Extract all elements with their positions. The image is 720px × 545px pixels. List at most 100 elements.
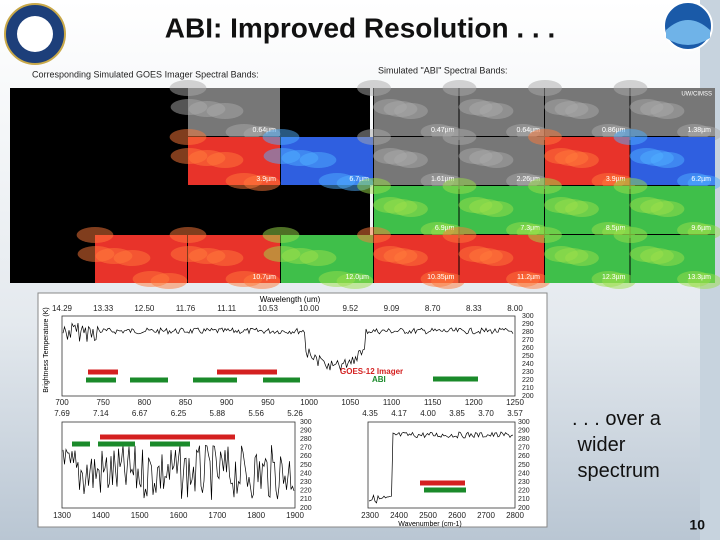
y-tick-label: 200: [518, 505, 530, 512]
band-label: 11.2µm: [517, 274, 540, 281]
y-tick-label: 210: [522, 385, 534, 392]
wavenumber-label: 1000: [300, 398, 318, 407]
band-label: 0.86µm: [602, 127, 626, 134]
y-tick-label: 280: [300, 436, 312, 443]
band-label: 1.38µm: [688, 127, 712, 134]
spectrum-trace: [62, 444, 295, 500]
y-tick-label: 220: [522, 377, 534, 384]
wavelength-label: 7.69: [54, 409, 70, 418]
image-texture: [169, 129, 207, 145]
side-text-1: . . . over a wider spectrum: [572, 408, 662, 482]
image-texture: [170, 148, 208, 164]
image-texture: [528, 227, 562, 243]
image-texture: [263, 148, 301, 164]
band-label: 13.3µm: [688, 274, 712, 281]
band-bar: [72, 441, 90, 447]
image-texture: [629, 246, 664, 262]
image-texture: [442, 129, 477, 145]
wavelength-label: 3.70: [478, 409, 494, 418]
wavelength-label: 3.85: [449, 409, 465, 418]
band-label: 12.0µm: [346, 274, 370, 281]
wavenumber-label: 1050: [341, 398, 359, 407]
y-tick-label: 270: [518, 445, 530, 452]
band-label: 12.3µm: [602, 274, 626, 281]
image-texture: [544, 246, 578, 262]
band-bar: [88, 369, 118, 375]
band-bar: [150, 441, 190, 447]
band-bar: [98, 441, 135, 447]
y-tick-label: 290: [300, 427, 312, 434]
band-label: 3.9µm: [606, 176, 626, 183]
band-label: 10.7µm: [253, 274, 277, 281]
image-texture: [528, 178, 562, 194]
band-label: 0.64µm: [253, 127, 277, 134]
side-text-line: spectrum: [572, 460, 660, 482]
image-texture: [225, 173, 263, 189]
wavelength-label: 8.33: [466, 304, 482, 313]
wavelength-label: 7.14: [93, 409, 109, 418]
y-tick-label: 200: [522, 393, 534, 400]
band-label: 1.61µm: [431, 176, 455, 183]
y-tick-label: 230: [300, 479, 312, 486]
wavelength-label: 3.57: [507, 409, 523, 418]
y-tick-label: 290: [518, 427, 530, 434]
y-tick-label: 210: [518, 496, 530, 503]
y-tick-label: 280: [522, 329, 534, 336]
band-label: 9.6µm: [691, 225, 711, 232]
y-tick-label: 230: [518, 479, 530, 486]
band-label: 6.9µm: [435, 225, 455, 232]
wavenumber-label: 1500: [131, 511, 149, 520]
wavelength-label: 10.00: [299, 304, 320, 313]
left-caption: Corresponding Simulated GOES Imager Spec…: [32, 69, 259, 79]
doc-logo-center: [17, 16, 53, 52]
wavelength-label: 6.25: [171, 409, 187, 418]
image-texture: [318, 173, 356, 189]
image-texture: [458, 148, 493, 164]
wavenumber-label: 950: [261, 398, 275, 407]
image-texture: [169, 227, 207, 243]
image-texture: [225, 124, 263, 140]
band-bar: [193, 377, 237, 383]
image-texture: [528, 80, 562, 96]
image-texture: [132, 271, 170, 287]
y-tick-label: 260: [522, 345, 534, 352]
subplot-frame: [61, 315, 516, 397]
y-tick-label: 220: [518, 488, 530, 495]
image-texture: [629, 197, 664, 213]
band-bar: [263, 377, 300, 383]
y-tick-label: 290: [522, 321, 534, 328]
image-texture: [591, 271, 626, 287]
wavelength-label: 8.00: [507, 304, 523, 313]
band-bar: [130, 377, 168, 383]
subplot-frame: [367, 421, 516, 509]
image-texture: [544, 148, 578, 164]
y-tick-label: 260: [518, 453, 530, 460]
image-texture: [629, 148, 664, 164]
wavenumber-label: 2800: [506, 511, 524, 520]
wavenumber-label: 1800: [247, 511, 265, 520]
y-tick-label: 300: [522, 313, 534, 320]
wavelength-label: 9.09: [384, 304, 400, 313]
band-bar: [217, 369, 277, 375]
band-label: 6.7µm: [349, 176, 369, 183]
y-tick-label: 260: [300, 453, 312, 460]
image-texture: [170, 246, 208, 262]
wavenumber-label: 1250: [506, 398, 524, 407]
image-texture: [442, 178, 477, 194]
band-label: 0.64µm: [517, 127, 541, 134]
legend-item: ABI: [372, 375, 386, 384]
band-label: 3.9µm: [256, 176, 276, 183]
y-tick-label: 300: [300, 419, 312, 426]
image-texture: [373, 99, 407, 115]
band-bar: [100, 434, 235, 440]
wavelength-label: 4.00: [420, 409, 436, 418]
y-tick-label: 250: [300, 462, 312, 469]
wavelength-label: 13.33: [93, 304, 114, 313]
image-texture: [613, 80, 648, 96]
wavelength-label: 9.52: [342, 304, 358, 313]
wavelength-label: 11.11: [217, 304, 236, 313]
y-tick-label: 250: [522, 353, 534, 360]
image-texture: [442, 80, 477, 96]
image-texture: [373, 197, 407, 213]
